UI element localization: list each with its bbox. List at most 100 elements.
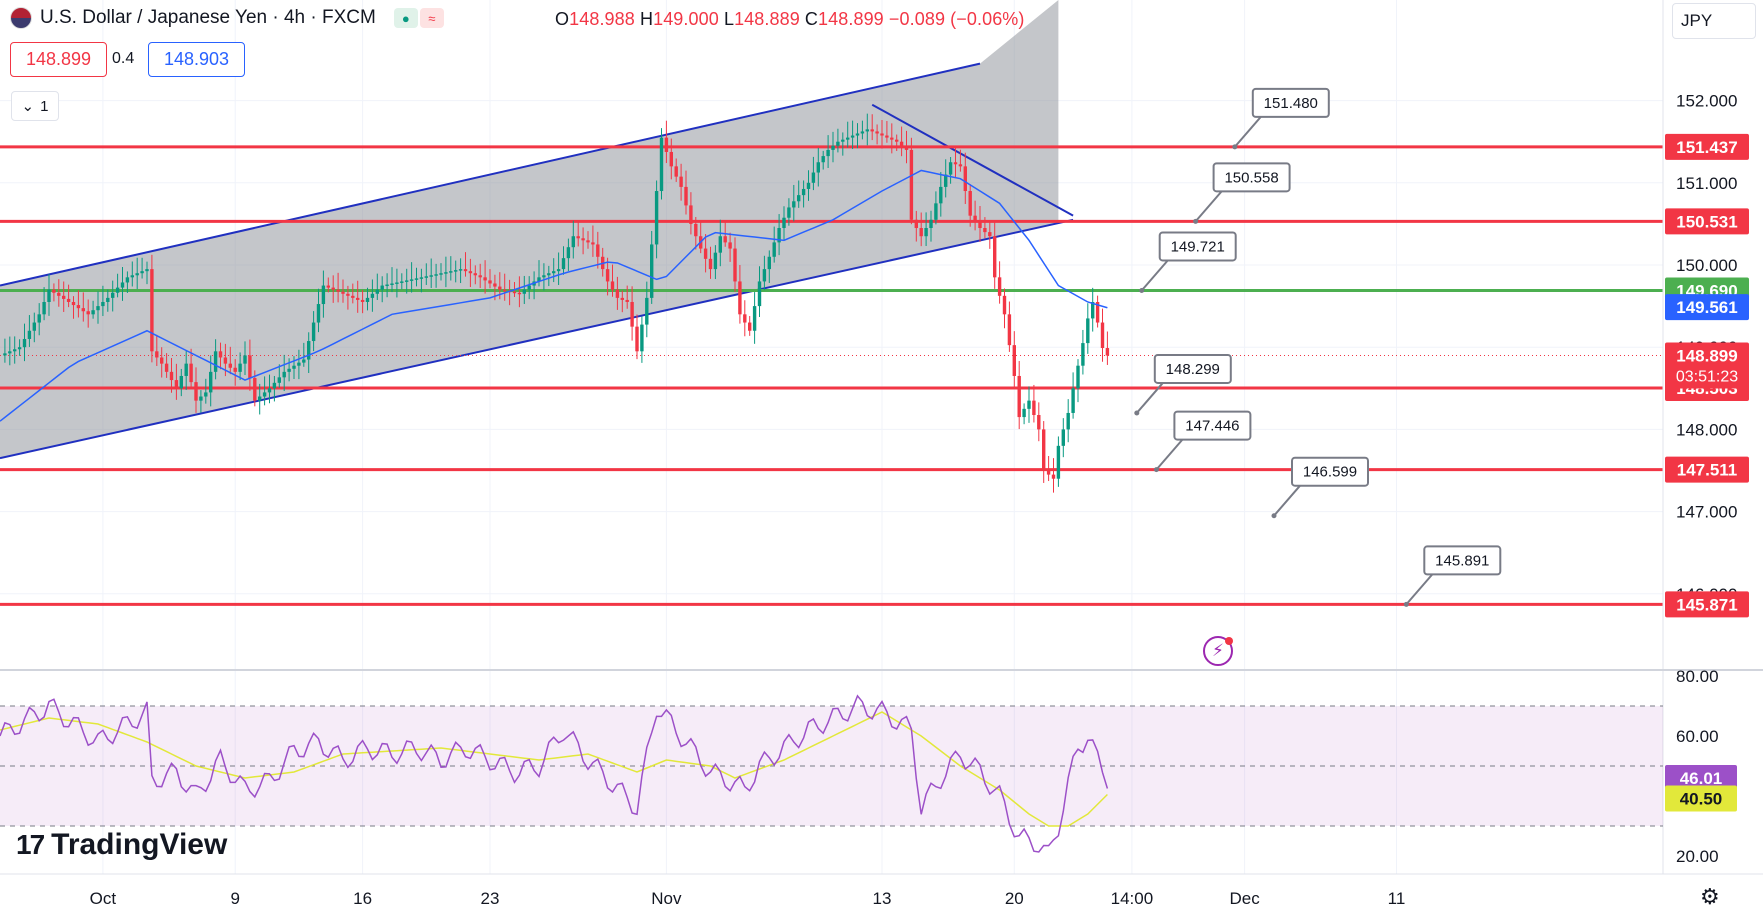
candle bbox=[258, 383, 262, 415]
candle bbox=[213, 339, 218, 380]
indicator-count: 1 bbox=[40, 97, 49, 115]
candle-body bbox=[1071, 388, 1075, 413]
status-pill[interactable]: ● ≈ bbox=[393, 8, 444, 28]
candle bbox=[302, 342, 306, 367]
candle-body bbox=[91, 310, 95, 315]
candle-body bbox=[1032, 400, 1036, 416]
candle-body bbox=[1037, 415, 1041, 430]
candle-body bbox=[895, 139, 899, 142]
lightning-icon[interactable]: ⚡ bbox=[1203, 636, 1233, 666]
candle-body bbox=[816, 162, 820, 173]
candle bbox=[914, 210, 918, 242]
candle bbox=[204, 378, 208, 404]
candle-body bbox=[71, 301, 76, 306]
candle-body bbox=[944, 174, 948, 187]
market-open-icon: ● bbox=[393, 8, 418, 28]
candle bbox=[635, 314, 639, 360]
candle-body bbox=[880, 133, 884, 136]
candle bbox=[762, 255, 767, 291]
downtrend-line bbox=[871, 103, 1074, 217]
candle-body bbox=[571, 236, 575, 248]
sell-button[interactable]: 148.899 bbox=[10, 42, 107, 77]
candle bbox=[86, 299, 90, 328]
candle-body bbox=[223, 357, 228, 364]
candle-body bbox=[365, 297, 370, 302]
candle-body bbox=[620, 297, 624, 300]
candle-body bbox=[997, 277, 1002, 296]
candle-body bbox=[811, 172, 816, 183]
candle bbox=[37, 303, 41, 336]
candle-body bbox=[733, 248, 737, 282]
sma-price-label: 149.561 bbox=[1676, 298, 1737, 317]
candle bbox=[434, 263, 438, 288]
candle-body bbox=[135, 273, 139, 276]
candle bbox=[27, 315, 32, 347]
candle bbox=[561, 246, 566, 275]
candle bbox=[767, 250, 771, 283]
symbol-header[interactable]: U.S. Dollar / Japanese Yen · 4h · FXCM ●… bbox=[0, 0, 444, 36]
candle bbox=[610, 264, 615, 297]
candle-body bbox=[390, 283, 394, 285]
close-value: 148.899 bbox=[818, 9, 884, 29]
candle-body bbox=[493, 283, 497, 287]
candle bbox=[846, 121, 850, 148]
candle-body bbox=[1051, 474, 1056, 479]
candle bbox=[875, 124, 879, 145]
time-tick-label: 11 bbox=[1388, 889, 1406, 908]
candle bbox=[757, 266, 762, 318]
candle-body bbox=[806, 182, 811, 189]
candle-body bbox=[576, 236, 580, 239]
candle-body bbox=[904, 145, 909, 150]
rsi-ma-value-label: 40.50 bbox=[1680, 790, 1723, 809]
candle bbox=[1007, 301, 1012, 352]
candle bbox=[738, 264, 742, 324]
rsi-tick-label: 80.00 bbox=[1676, 667, 1719, 686]
candle-body bbox=[522, 289, 526, 294]
candle bbox=[1095, 295, 1100, 328]
candle bbox=[145, 261, 149, 285]
candle-body bbox=[713, 252, 718, 270]
time-tick-label: 23 bbox=[481, 889, 500, 908]
rsi-tick-label: 20.00 bbox=[1676, 847, 1719, 866]
price-callout: 148.299 bbox=[1134, 353, 1232, 416]
symbol-title[interactable]: U.S. Dollar / Japanese Yen · 4h · FXCM bbox=[40, 7, 376, 28]
candle bbox=[659, 128, 664, 200]
candle bbox=[836, 128, 840, 153]
buy-button[interactable]: 148.903 bbox=[148, 42, 245, 77]
callout-box bbox=[1291, 456, 1369, 487]
candle-body bbox=[909, 149, 914, 220]
candle bbox=[1081, 329, 1085, 375]
candle-body bbox=[120, 282, 125, 288]
candle bbox=[292, 356, 296, 379]
candle bbox=[1091, 287, 1095, 332]
time-tick-label: Nov bbox=[651, 889, 682, 908]
callout-pointer bbox=[1405, 573, 1434, 606]
collapse-indicators-button[interactable]: ⌄ 1 bbox=[11, 91, 59, 121]
candle-body bbox=[81, 308, 85, 312]
candle-body bbox=[728, 242, 732, 249]
candle bbox=[155, 334, 159, 366]
currency-selector[interactable]: JPY bbox=[1672, 3, 1756, 39]
tradingview-wordmark: TradingView bbox=[51, 828, 228, 861]
candle-body bbox=[674, 166, 678, 177]
level-price-label: 151.437 bbox=[1676, 138, 1737, 157]
gear-icon[interactable]: ⚙ bbox=[1700, 884, 1720, 909]
candle-body bbox=[517, 292, 522, 295]
candle bbox=[81, 292, 85, 322]
tradingview-logo[interactable]: 17 TradingView bbox=[16, 828, 227, 862]
candle bbox=[400, 273, 404, 290]
candle-body bbox=[169, 371, 174, 381]
candle-body bbox=[243, 355, 247, 364]
candle-body bbox=[454, 270, 458, 272]
candle bbox=[169, 358, 174, 393]
candle-body bbox=[209, 371, 213, 393]
candle-body bbox=[792, 201, 796, 208]
candle-body bbox=[512, 291, 517, 294]
candle-body bbox=[213, 351, 218, 372]
candle bbox=[199, 390, 203, 413]
candle bbox=[375, 273, 379, 300]
candle bbox=[52, 283, 56, 302]
candle-body bbox=[743, 314, 747, 323]
candle-body bbox=[458, 269, 463, 271]
